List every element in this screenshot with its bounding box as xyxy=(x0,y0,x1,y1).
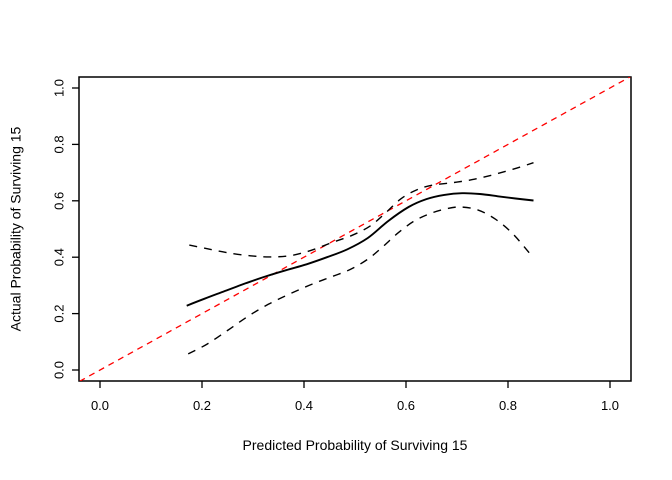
y-axis-ticks: 0.0 0.2 0.4 0.6 0.8 1.0 xyxy=(52,79,79,379)
x-tick-label: 0.8 xyxy=(499,398,517,413)
y-tick-label: 0.6 xyxy=(52,192,67,210)
y-tick-label: 0.2 xyxy=(52,305,67,323)
x-tick-label: 0.2 xyxy=(193,398,211,413)
chart-series xyxy=(79,77,631,381)
plot-border-box xyxy=(78,76,632,382)
series-path-ideal-diagonal xyxy=(79,77,631,381)
series-path-lower-confidence-band xyxy=(187,206,535,355)
y-tick-label: 0.4 xyxy=(52,248,67,266)
y-tick-label: 1.0 xyxy=(52,79,67,97)
x-tick-label: 0.4 xyxy=(295,398,313,413)
x-axis-title: Predicted Probability of Surviving 15 xyxy=(243,437,468,453)
x-tick-label: 0.6 xyxy=(397,398,415,413)
y-axis-title: Actual Probability of Surviving 15 xyxy=(8,126,24,331)
series-path-calibration-curve xyxy=(186,192,534,307)
x-tick-label: 0.0 xyxy=(91,398,109,413)
x-tick-label: 1.0 xyxy=(601,398,619,413)
series-path-upper-confidence-band xyxy=(189,162,534,258)
y-tick-label: 0.0 xyxy=(52,361,67,379)
y-tick-label: 0.8 xyxy=(52,135,67,153)
x-axis-ticks: 0.0 0.2 0.4 0.6 0.8 1.0 xyxy=(91,381,619,413)
